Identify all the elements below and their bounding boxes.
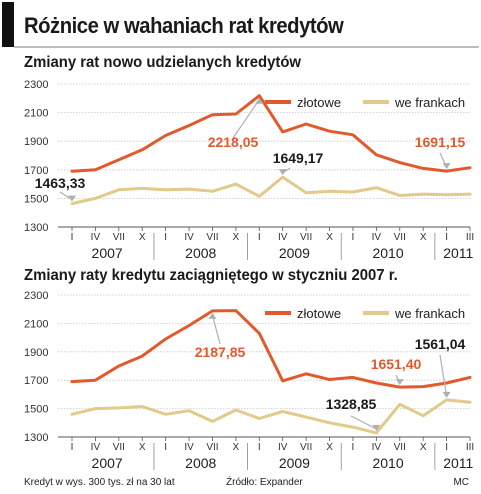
chart-1-title: Zmiany rat nowo udzielanych kredytów: [24, 54, 301, 71]
annotation-arrow: [372, 424, 381, 431]
legend-label: we frankach: [394, 95, 465, 110]
series-line-zlotowe: [70, 309, 472, 389]
legend-label: we frankach: [394, 306, 465, 321]
y-tick-label: 1300: [24, 432, 48, 444]
year-label: 2010: [372, 245, 403, 261]
year-label: 2009: [279, 245, 310, 261]
annotation-arrow: [395, 379, 404, 386]
x-tick-label: I: [164, 232, 167, 243]
y-tick-label: 1900: [24, 136, 48, 148]
annotation-label: 1651,40: [371, 356, 422, 372]
annotation-arrow: [208, 312, 217, 319]
x-tick-label: VII: [113, 442, 125, 453]
x-tick-label: X: [420, 442, 427, 453]
x-tick-label: X: [233, 232, 240, 243]
x-tick-label: IV: [184, 232, 194, 243]
x-tick-label: IV: [91, 442, 101, 453]
annotation-label: 1328,85: [326, 396, 377, 412]
x-tick-label: I: [258, 232, 261, 243]
annotation-leader: [232, 99, 260, 139]
y-tick-label: 2300: [24, 290, 48, 302]
x-tick-label: VII: [300, 232, 312, 243]
series-line-zlotowe: [70, 94, 472, 173]
x-tick-label: IV: [184, 442, 194, 453]
x-tick-label: IV: [278, 232, 288, 243]
x-tick-label: X: [326, 232, 333, 243]
x-tick-label: I: [71, 442, 74, 453]
x-tick-label: X: [139, 442, 146, 453]
x-tick-label: X: [326, 442, 333, 453]
annotation-label: 1691,15: [415, 134, 466, 150]
annotation-leader: [211, 314, 221, 345]
legend-label: złotowe: [297, 306, 341, 321]
y-tick-label: 1500: [24, 193, 48, 205]
x-tick-label: IV: [91, 232, 101, 243]
x-tick-label: I: [352, 232, 355, 243]
annotation-leader: [439, 354, 448, 397]
year-label: 2008: [185, 245, 216, 261]
y-tick-label: 2100: [24, 108, 48, 120]
year-label: 2007: [92, 455, 123, 471]
x-tick-label: III: [466, 232, 474, 243]
year-label: 2008: [185, 455, 216, 471]
x-tick-label: I: [352, 442, 355, 453]
annotation-label: 1649,17: [273, 150, 324, 166]
x-tick-label: VII: [300, 442, 312, 453]
x-tick-label: I: [258, 442, 261, 453]
series-line-frankach: [70, 398, 472, 435]
x-tick-label: X: [233, 442, 240, 453]
x-tick-label: I: [445, 232, 448, 243]
annotation-label: 1463,33: [35, 175, 86, 191]
annotation-label: 2218,05: [208, 134, 259, 150]
annotation-arrow: [255, 97, 264, 104]
x-tick-label: I: [164, 442, 167, 453]
footer-note: Kredyt w wys. 300 tys. zł na 30 lat: [24, 477, 175, 488]
y-tick-label: 2300: [24, 79, 48, 91]
page-title: Różnice w wahaniach rat kredytów: [24, 13, 344, 38]
chart-2-title: Zmiany raty kredytu zaciągniętego w styc…: [24, 267, 398, 284]
year-label: 2007: [92, 245, 123, 261]
annotation-leader: [350, 415, 377, 430]
title-underline: [14, 46, 479, 48]
legend-label: złotowe: [297, 95, 341, 110]
title-accent-bar: [2, 2, 14, 47]
annotation-arrow: [278, 169, 287, 176]
x-tick-label: I: [445, 442, 448, 453]
x-tick-label: VII: [113, 232, 125, 243]
annotation-arrow: [442, 391, 451, 398]
year-label: 2009: [279, 455, 310, 471]
year-label: 2011: [443, 455, 473, 471]
year-label: 2011: [443, 245, 473, 261]
y-tick-label: 1900: [24, 347, 48, 359]
y-tick-label: 1500: [24, 404, 48, 416]
annotation-label: 1561,04: [415, 336, 466, 352]
footer-credit: MC: [453, 477, 469, 488]
year-label: 2010: [372, 455, 403, 471]
x-tick-label: VII: [394, 232, 406, 243]
x-tick-label: VII: [394, 442, 406, 453]
x-tick-label: IV: [372, 442, 382, 453]
footer-source: Źródło: Expander: [226, 477, 303, 488]
y-tick-label: 1700: [24, 165, 48, 177]
y-tick-label: 1300: [24, 222, 48, 234]
title-bar: Różnice w wahaniach rat kredytów: [2, 2, 479, 48]
annotation-label: 2187,85: [195, 344, 246, 360]
annotation-arrow: [68, 195, 76, 202]
y-tick-label: 2100: [24, 318, 48, 330]
x-tick-label: IV: [372, 232, 382, 243]
annotation-arrow: [442, 163, 451, 170]
series-line-frankach: [70, 175, 472, 206]
x-tick-label: IV: [278, 442, 288, 453]
x-tick-label: X: [420, 232, 427, 243]
y-tick-label: 1700: [24, 375, 48, 387]
x-tick-label: I: [71, 232, 74, 243]
x-tick-label: III: [466, 442, 474, 453]
x-tick-label: VII: [206, 232, 218, 243]
x-tick-label: X: [139, 232, 146, 243]
x-tick-label: VII: [206, 442, 218, 453]
